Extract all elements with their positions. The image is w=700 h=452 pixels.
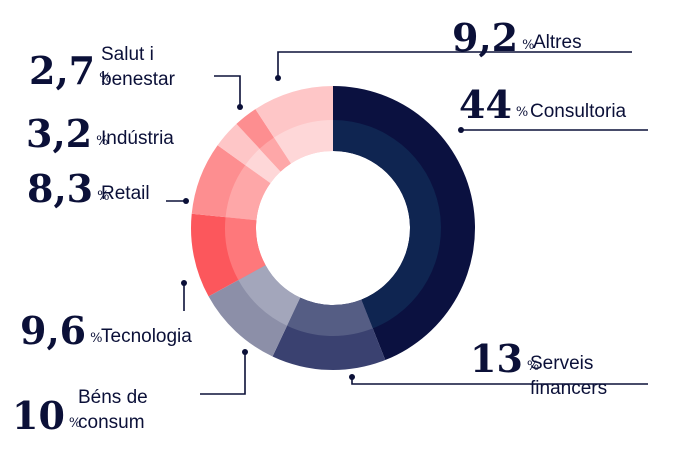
leader-lines (166, 51, 648, 395)
slice-inner-3 (238, 265, 301, 326)
leader-dot-3 (242, 349, 248, 355)
leader-dot-5 (183, 198, 189, 204)
category-label-4-1: Tecnologia (101, 326, 192, 347)
category-label-8-1: Altres (533, 32, 582, 53)
unit-label-3: % (69, 416, 81, 431)
slice-inner-8 (273, 120, 333, 164)
value-label-8: 9,2 (452, 15, 518, 60)
leader-dot-2 (349, 374, 355, 380)
slice-inner-7 (259, 137, 291, 172)
unit-label-8: % (522, 38, 534, 53)
value-label-1: 44 (459, 82, 512, 127)
category-label-2-1: Serveis (530, 353, 593, 374)
leader-line-7 (214, 75, 241, 106)
unit-label-7: % (99, 71, 111, 86)
label-group-7: 2,7 % Salut i benestar (29, 44, 176, 93)
leader-dot-7 (237, 104, 243, 110)
unit-label-4: % (90, 331, 102, 346)
label-group-5: 8,3 %Retail (27, 166, 150, 211)
value-label-3: 10 (12, 393, 65, 438)
category-label-5-1: Retail (101, 183, 150, 204)
label-group-3: 10 % Béns de consum (12, 387, 148, 438)
category-label-7-1: Salut i (101, 44, 154, 65)
category-label-3-1: Béns de (78, 387, 148, 408)
slice-inner-5 (225, 165, 271, 221)
label-group-4: 9,6 %Tecnologia (20, 308, 192, 353)
leader-line-8 (277, 51, 632, 77)
donut-slices (191, 86, 475, 370)
slice-inner-4 (225, 217, 266, 281)
value-label-7: 2,7 (29, 48, 95, 93)
label-group-2: 13 %Serveis financers (470, 336, 607, 399)
leader-dot-1 (458, 127, 464, 133)
unit-label-5: % (97, 189, 109, 204)
category-label-6-1: Indústria (101, 128, 174, 149)
label-group-6: 3,2 %Indústria (26, 111, 174, 156)
slice-inner-2 (287, 297, 373, 336)
slice-inner-1 (333, 120, 441, 329)
unit-label-6: % (96, 134, 108, 149)
value-label-2: 13 (470, 336, 523, 381)
category-label-1-1: Consultoria (530, 101, 627, 122)
unit-label-2: % (527, 359, 539, 374)
leader-dot-8 (275, 75, 281, 81)
label-group-1: 44% Consultoria (459, 82, 627, 127)
category-label-7-2: benestar (101, 69, 176, 90)
value-label-6: 3,2 (26, 111, 92, 156)
value-label-5: 8,3 (27, 166, 93, 211)
category-label-2-2: financers (530, 378, 607, 399)
label-group-8: 9,2 %Altres (452, 15, 582, 60)
category-label-3-2: consum (78, 412, 145, 433)
slice-inner-6 (245, 148, 281, 184)
unit-label-1: % (516, 105, 528, 120)
value-label-4: 9,6 (20, 308, 86, 353)
leader-line-3 (200, 353, 246, 395)
leader-dot-4 (181, 280, 187, 286)
